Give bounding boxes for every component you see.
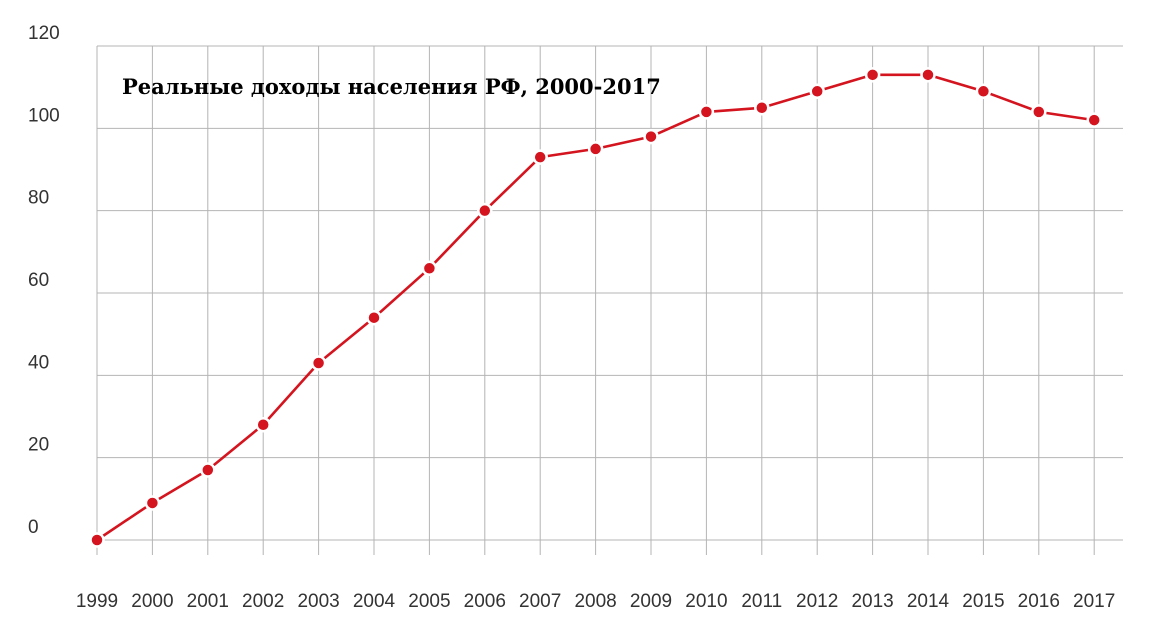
data-point-2017 xyxy=(1086,112,1102,128)
x-tick-label: 2011 xyxy=(741,591,782,612)
x-tick-label: 2010 xyxy=(685,591,727,612)
data-point-2009 xyxy=(643,128,659,145)
data-point-2008 xyxy=(587,141,604,157)
chart-title: Реальные доходы населения РФ, 2000-2017 xyxy=(122,74,661,99)
data-point-2000 xyxy=(144,495,161,511)
data-point-2002 xyxy=(255,416,271,433)
data-point-2016 xyxy=(1031,104,1047,120)
data-point-2005 xyxy=(421,260,438,277)
y-tick-label: 60 xyxy=(28,270,49,291)
y-axis-ticks: 0 20 40 60 80 100 120 xyxy=(28,23,60,538)
x-tick-label: 2017 xyxy=(1073,591,1115,612)
data-point-2003 xyxy=(310,355,327,371)
x-tick-label: 2006 xyxy=(464,591,506,612)
x-tick-label: 2005 xyxy=(408,591,450,612)
data-point-2011 xyxy=(754,100,770,116)
x-tick-label: 2003 xyxy=(297,591,339,612)
data-point-1999 xyxy=(89,532,105,548)
data-point-2001 xyxy=(200,462,216,478)
data-point-2015 xyxy=(975,83,992,100)
data-point-2014 xyxy=(920,67,936,83)
data-point-2013 xyxy=(864,67,881,83)
y-tick-label: 0 xyxy=(28,517,39,538)
data-point-2004 xyxy=(366,309,382,326)
data-point-2007 xyxy=(532,149,548,165)
x-tick-label: 2007 xyxy=(519,591,561,612)
x-tick-label: 2000 xyxy=(131,591,173,612)
data-point-2006 xyxy=(477,202,493,219)
y-tick-label: 80 xyxy=(28,188,49,209)
y-tick-label: 20 xyxy=(28,435,49,456)
data-point-2010 xyxy=(698,104,715,120)
x-tick-label: 2014 xyxy=(907,591,950,612)
x-tick-label: 2012 xyxy=(796,591,838,612)
x-tick-label: 2004 xyxy=(353,591,396,612)
y-tick-label: 40 xyxy=(28,352,49,373)
data-point-2012 xyxy=(809,83,825,100)
x-axis-ticks: 1999 2000 2001 2002 2003 2004 2005 2006 2007 2008… xyxy=(76,591,1115,612)
x-tick-label: 2002 xyxy=(242,591,284,612)
x-tick-label: 2013 xyxy=(851,591,893,612)
x-tick-label: 2001 xyxy=(187,591,229,612)
x-tick-label: 1999 xyxy=(76,591,118,612)
series xyxy=(89,67,1102,548)
x-tick-label: 2016 xyxy=(1018,591,1060,612)
x-tick-label: 2009 xyxy=(630,591,672,612)
x-tick-label: 2008 xyxy=(574,591,616,612)
y-tick-label: 120 xyxy=(28,23,60,44)
y-tick-label: 100 xyxy=(28,105,60,126)
grid xyxy=(96,45,1123,555)
x-tick-label: 2015 xyxy=(962,591,1004,612)
